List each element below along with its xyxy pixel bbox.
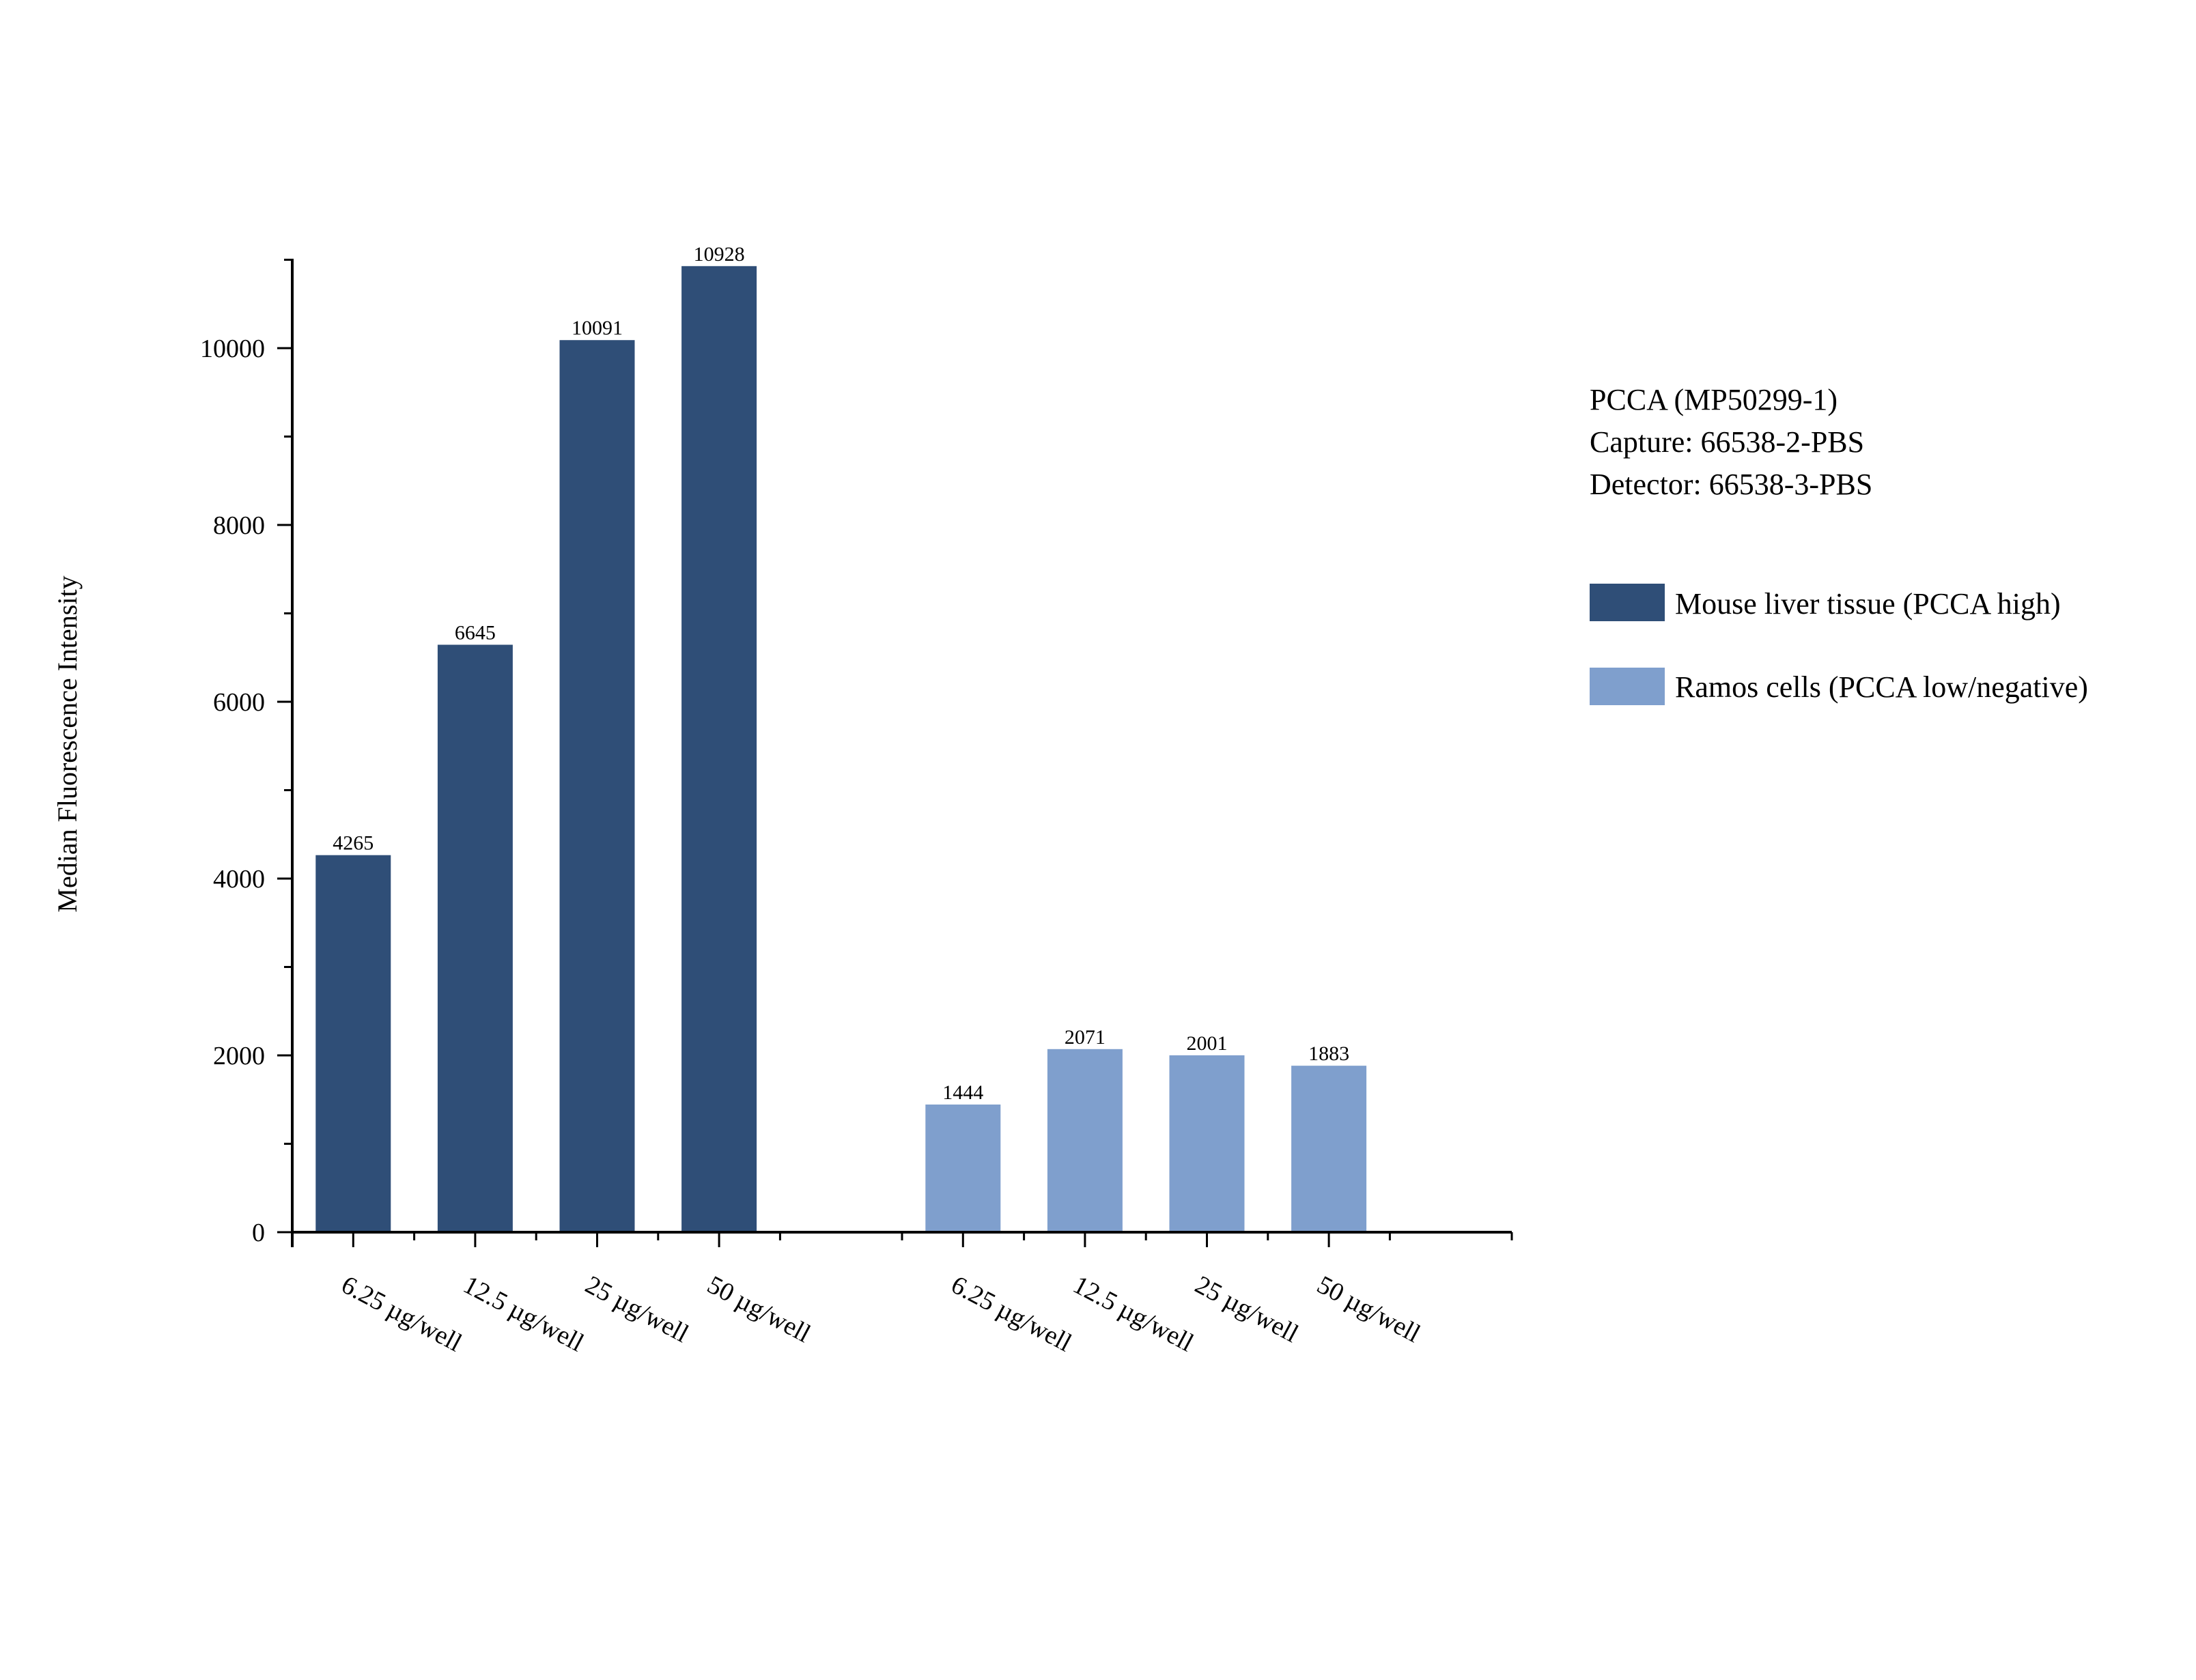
data-label: 1883: [1308, 1042, 1349, 1065]
info-line-2: Capture: 66538-2-PBS: [1590, 425, 1864, 459]
x-tick-label: 12.5 µg/well: [459, 1270, 589, 1358]
bar: [925, 1105, 1001, 1232]
info-line-1: PCCA (MP50299-1): [1590, 383, 1838, 416]
x-tick-label: 6.25 µg/well: [337, 1270, 466, 1358]
data-label: 10928: [694, 243, 745, 266]
y-tick-label: 10000: [200, 334, 265, 363]
x-tick-label: 25 µg/well: [1190, 1270, 1303, 1348]
y-tick-label: 6000: [213, 688, 265, 717]
y-tick-label: 0: [252, 1219, 265, 1247]
data-label: 1444: [942, 1081, 983, 1104]
bar: [681, 266, 757, 1233]
x-tick-label: 50 µg/well: [1312, 1270, 1425, 1348]
data-label: 2071: [1065, 1026, 1106, 1049]
bar: [1291, 1066, 1367, 1232]
data-label: 6645: [455, 621, 496, 644]
data-label: 4265: [333, 832, 374, 855]
y-axis-title: Median Fluorescence Intensity: [52, 575, 83, 912]
info-line-3: Detector: 66538-3-PBS: [1590, 468, 1872, 501]
bar: [559, 340, 635, 1232]
data-label: 2001: [1187, 1032, 1228, 1055]
y-tick-label: 2000: [213, 1042, 265, 1070]
axes-layer: [277, 259, 1513, 1247]
legend-swatch-mouse-liver: [1590, 584, 1665, 621]
y-tick-label: 8000: [213, 511, 265, 540]
legend-swatch-ramos-cells: [1590, 668, 1665, 705]
bar: [437, 644, 513, 1232]
x-tick-label: 50 µg/well: [703, 1270, 815, 1348]
x-tick-label: 12.5 µg/well: [1069, 1270, 1198, 1358]
data-label: 10091: [572, 317, 623, 339]
bar: [1169, 1055, 1245, 1232]
legend: Mouse liver tissue (PCCA high) Ramos cel…: [1590, 584, 2088, 705]
info-block: PCCA (MP50299-1) Capture: 66538-2-PBS De…: [1590, 383, 1872, 501]
legend-label-ramos-cells: Ramos cells (PCCA low/negative): [1675, 670, 2088, 704]
y-tick-label: 4000: [213, 865, 265, 894]
x-tick-label: 25 µg/well: [580, 1270, 693, 1348]
bar: [315, 855, 391, 1232]
bar: [1047, 1049, 1123, 1232]
legend-label-mouse-liver: Mouse liver tissue (PCCA high): [1675, 587, 2061, 621]
x-tick-label: 6.25 µg/well: [946, 1270, 1076, 1358]
bars-layer: [315, 266, 1367, 1233]
